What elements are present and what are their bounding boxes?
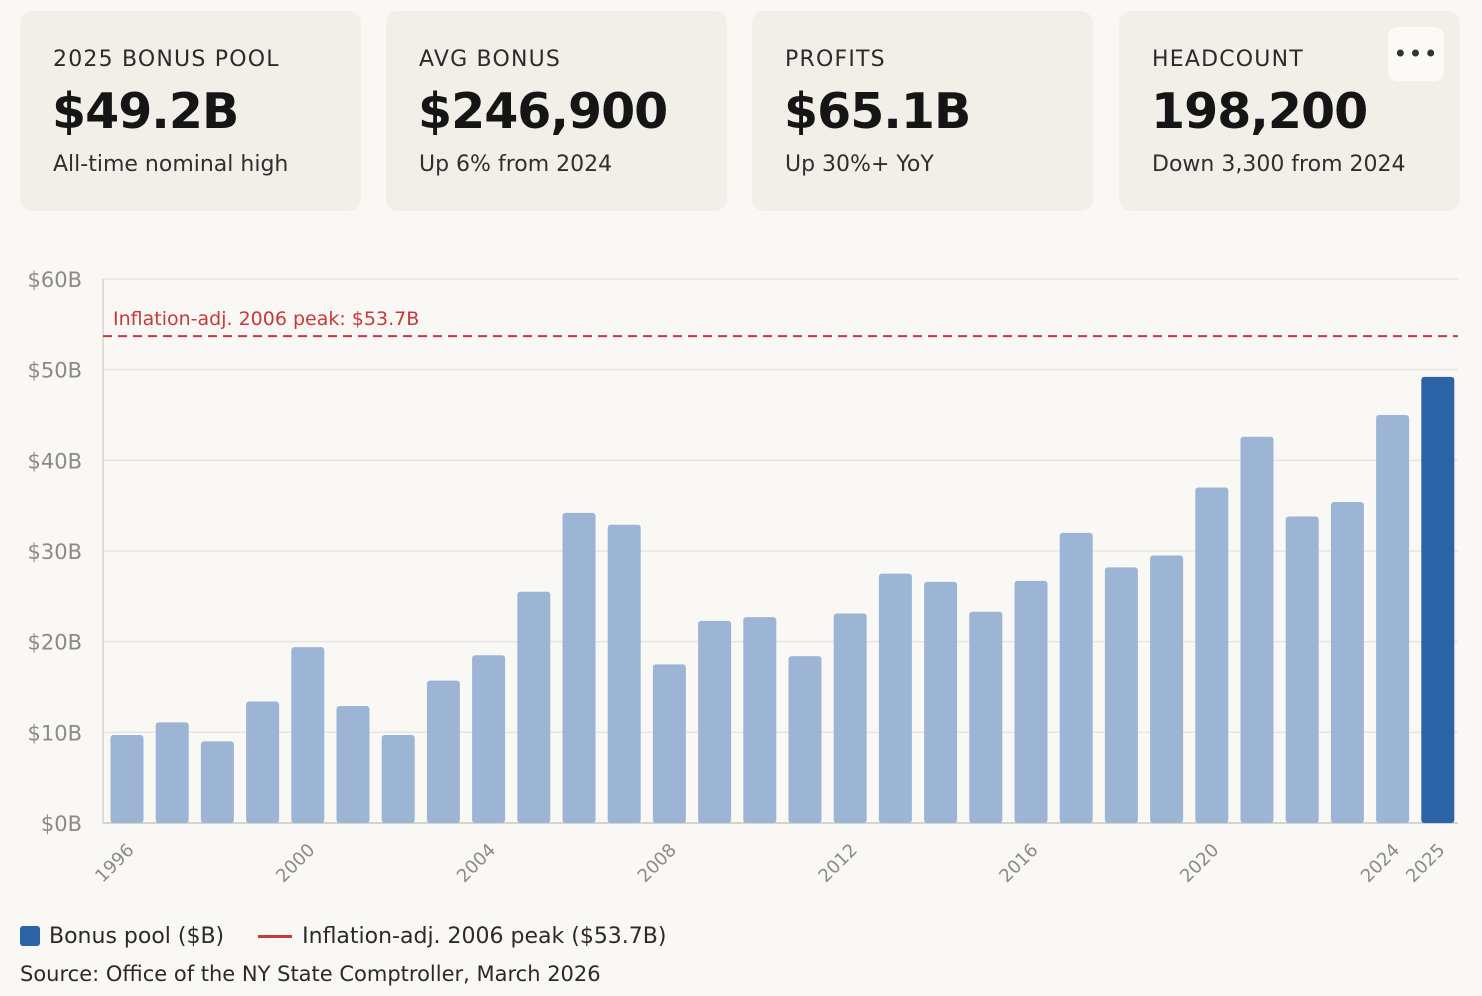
x-tick-label: 1996 <box>91 840 138 887</box>
kpi-value: $65.1B <box>784 83 971 140</box>
bar-2007 <box>607 524 641 823</box>
reference-line-label: Inflation-adj. 2006 peak: $53.7B <box>113 308 419 330</box>
bar-2011 <box>788 656 822 823</box>
kpi-subtext: Up 30%+ YoY <box>785 152 934 177</box>
kpi-label: AVG BONUS <box>419 47 562 72</box>
bar-1996 <box>110 735 144 823</box>
source-note: Source: Office of the NY State Comptroll… <box>20 962 601 986</box>
x-tick-label: 2025 <box>1402 840 1449 887</box>
bar-2004 <box>472 655 506 823</box>
x-tick-label: 2024 <box>1357 840 1404 887</box>
x-tick-label: 2012 <box>814 840 861 887</box>
kpi-card-profits: PROFITS $65.1B Up 30%+ YoY <box>752 11 1093 211</box>
kpi-cards: 2025 BONUS POOL $49.2B All-time nominal … <box>20 11 1460 211</box>
bar-1998 <box>200 741 234 823</box>
kpi-card-headcount: HEADCOUNT 198,200 Down 3,300 from 2024 •… <box>1119 11 1460 211</box>
kpi-label: PROFITS <box>785 47 886 72</box>
legend-bar-swatch <box>20 926 40 946</box>
x-tick-label: 2008 <box>634 840 681 887</box>
legend-line-swatch <box>258 934 293 938</box>
bar-2021 <box>1240 436 1274 823</box>
kpi-label: 2025 BONUS POOL <box>53 47 280 72</box>
bar-2022 <box>1285 516 1319 823</box>
bar-2010 <box>743 617 777 823</box>
legend-bar-label: Bonus pool ($B) <box>49 923 225 949</box>
bar-2012 <box>833 613 867 823</box>
bar-2019 <box>1150 555 1184 823</box>
bar-2006 <box>562 512 596 823</box>
x-tick-label: 2000 <box>272 840 319 887</box>
x-tick-label: 2004 <box>453 840 500 887</box>
bar-2009 <box>698 620 732 823</box>
more-options-button[interactable]: ••• <box>1388 27 1444 81</box>
y-tick-label: $60B <box>28 268 83 292</box>
kpi-card-bonus-pool: 2025 BONUS POOL $49.2B All-time nominal … <box>20 11 361 211</box>
bar-2002 <box>381 735 415 823</box>
legend-line-label: Inflation-adj. 2006 peak ($53.7B) <box>302 923 667 949</box>
kpi-label: HEADCOUNT <box>1152 47 1304 72</box>
x-tick-label: 2020 <box>1176 840 1223 887</box>
kpi-subtext: Down 3,300 from 2024 <box>1152 152 1406 177</box>
bar-2025 <box>1421 376 1455 823</box>
bar-2014 <box>924 581 958 823</box>
y-tick-label: $50B <box>28 359 83 383</box>
bar-1997 <box>155 722 189 823</box>
bar-2008 <box>652 664 686 823</box>
bar-2003 <box>426 680 460 823</box>
x-tick-label: 2016 <box>995 840 1042 887</box>
bonus-pool-chart: $0B $10B $20B $30B $40B $50B $60B Inflation-adj… <box>28 268 1458 887</box>
kpi-subtext: Up 6% from 2024 <box>419 152 613 177</box>
bar-1999 <box>246 701 280 823</box>
kpi-value: $246,900 <box>418 83 668 140</box>
kpi-value: $49.2B <box>52 83 239 140</box>
bar-2016 <box>1014 580 1048 823</box>
kpi-subtext: All-time nominal high <box>53 152 289 177</box>
bar-2013 <box>878 573 912 823</box>
bar-2017 <box>1059 532 1093 823</box>
bar-2018 <box>1104 567 1138 823</box>
bar-2005 <box>517 591 551 823</box>
bar-2023 <box>1330 502 1364 823</box>
y-tick-label: $40B <box>28 449 83 473</box>
y-tick-label: $10B <box>28 721 83 745</box>
kpi-card-avg-bonus: AVG BONUS $246,900 Up 6% from 2024 <box>386 11 727 211</box>
chart-legend: Bonus pool ($B) Inflation-adj. 2006 peak… <box>20 920 666 952</box>
y-tick-label: $0B <box>41 812 82 836</box>
y-tick-label: $20B <box>28 631 83 655</box>
bar-2001 <box>336 706 370 823</box>
bar-2000 <box>291 647 325 823</box>
y-tick-label: $30B <box>28 540 83 564</box>
bar-2015 <box>969 611 1003 823</box>
bar-2024 <box>1376 415 1410 823</box>
bar-2020 <box>1195 487 1229 823</box>
kpi-value: 198,200 <box>1151 83 1368 140</box>
